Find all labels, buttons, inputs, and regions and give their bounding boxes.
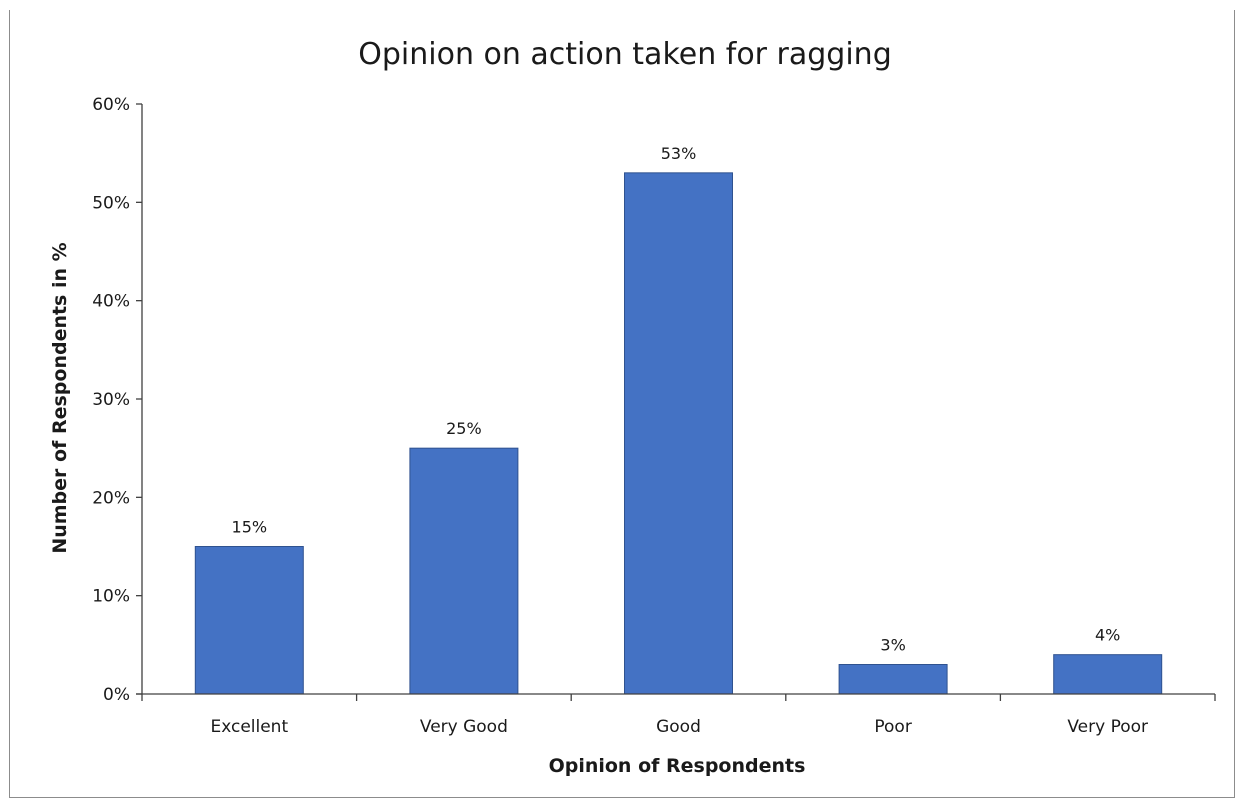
bar-very-good — [409, 447, 519, 695]
y-tick-label: 10% — [92, 587, 130, 607]
bar-excellent — [194, 546, 304, 695]
data-label: 15% — [232, 518, 268, 537]
x-tick-label: Excellent — [210, 717, 288, 737]
data-label: 3% — [880, 636, 905, 655]
data-label: 4% — [1095, 626, 1120, 645]
data-label: 25% — [446, 419, 482, 438]
y-axis-title: Number of Respondents in % — [49, 242, 71, 553]
y-tick-label: 60% — [92, 95, 130, 115]
bar-very-poor — [1053, 654, 1163, 695]
y-tick-label: 40% — [92, 292, 130, 312]
bar-poor — [838, 664, 948, 695]
plot-area: 0% 10% 20% 30% 40% 50% 60% 15% Excellent 25% Very … — [92, 95, 1216, 737]
y-tick-label: 20% — [92, 488, 130, 508]
x-tick-label: Good — [656, 717, 701, 737]
chart-title: Opinion on action taken for ragging — [358, 37, 891, 72]
x-axis-title: Opinion of Respondents — [549, 755, 806, 777]
x-tick-label: Very Poor — [1067, 717, 1148, 737]
y-tick-label: 50% — [92, 193, 130, 213]
bar-good — [624, 172, 733, 695]
y-tick-label: 30% — [92, 390, 130, 410]
x-tick-label: Very Good — [420, 717, 508, 737]
y-tick-label: 0% — [103, 685, 130, 705]
x-tick-label: Poor — [874, 717, 911, 737]
data-label: 53% — [661, 144, 697, 163]
